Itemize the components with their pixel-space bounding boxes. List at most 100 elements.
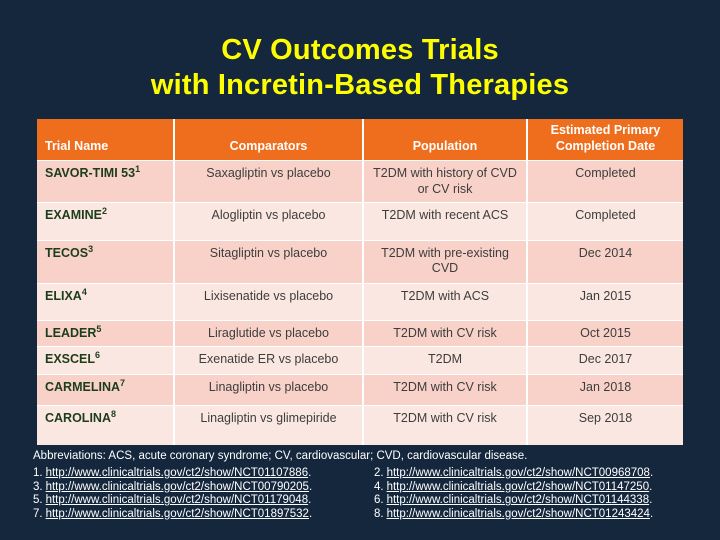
population-cell: T2DM with history of CVD or CV risk [362, 160, 528, 203]
trial-name: SAVOR-TIMI 53 [45, 166, 136, 181]
comparator-cell: Alogliptin vs placebo [173, 201, 364, 241]
abbreviations-note: Abbreviations: ACS, acute coronary syndr… [33, 450, 528, 462]
col-header-completion-date: Estimated Primary Completion Date [526, 119, 683, 162]
reference-superscript: 6 [95, 349, 101, 360]
trial-name: LEADER [45, 325, 97, 340]
comparator-cell: Linagliptin vs placebo [173, 373, 364, 406]
reference-link[interactable]: http://www.clinicaltrials.gov/ct2/show/N… [45, 507, 309, 520]
reference-link[interactable]: http://www.clinicaltrials.gov/ct2/show/N… [386, 480, 650, 493]
population-cell: T2DM with pre-existing CVD [362, 239, 528, 284]
table-row: EXSCEL6 Exenatide ER vs placebo T2DM Dec… [37, 345, 683, 375]
reference-period: . [308, 494, 312, 507]
reference-item: 6. http://www.clinicaltrials.gov/ct2/show… [374, 494, 653, 506]
reference-item: 3. http://www.clinicaltrials.gov/ct2/show… [33, 481, 374, 493]
trial-name: ELIXA [45, 288, 82, 303]
reference-link[interactable]: http://www.clinicaltrials.gov/ct2/show/N… [45, 494, 309, 507]
reference-link[interactable]: http://www.clinicaltrials.gov/ct2/show/N… [45, 480, 309, 493]
reference-number: 3. [33, 480, 43, 493]
reference-period: . [649, 507, 654, 520]
completion-date-cell: Oct 2015 [526, 319, 683, 347]
reference-superscript: 4 [81, 286, 87, 297]
reference-number: 5. [33, 494, 43, 507]
title-line-1: CV Outcomes Trials [221, 34, 499, 66]
trial-name-cell: EXAMINE2 [37, 201, 175, 241]
comparator-cell: Saxagliptin vs placebo [173, 160, 364, 203]
reference-superscript: 8 [110, 408, 116, 419]
reference-period: . [649, 480, 653, 493]
col-header-population: Population [362, 119, 528, 162]
reference-superscript: 5 [96, 323, 102, 334]
table-row: SAVOR-TIMI 531 Saxagliptin vs placebo T2… [37, 160, 683, 203]
comparator-cell: Sitagliptin vs placebo [173, 239, 364, 284]
completion-date-cell: Dec 2017 [526, 345, 683, 375]
comparator-cell: Lixisenatide vs placebo [173, 282, 364, 321]
population-cell: T2DM with CV risk [362, 319, 528, 347]
table-row: CARMELINA7 Linagliptin vs placebo T2DM w… [37, 373, 683, 406]
reference-period: . [308, 467, 312, 479]
reference-item: 2. http://www.clinicaltrials.gov/ct2/show… [374, 467, 653, 479]
table-row: LEADER5 Liraglutide vs placebo T2DM with… [37, 319, 683, 347]
completion-date-cell: Jan 2018 [526, 373, 683, 406]
reference-item: 5. http://www.clinicaltrials.gov/ct2/show… [33, 494, 374, 506]
reference-number: 6. [374, 494, 384, 507]
trial-name-cell: EXSCEL6 [37, 345, 175, 375]
reference-list: 1. http://www.clinicaltrials.gov/ct2/show… [33, 467, 653, 521]
table-row: TECOS3 Sitagliptin vs placebo T2DM with … [37, 239, 683, 284]
comparator-cell: Linagliptin vs glimepiride [173, 404, 364, 445]
reference-period: . [649, 494, 653, 507]
population-cell: T2DM [362, 345, 528, 375]
reference-number: 4. [374, 480, 384, 493]
trial-name-cell: ELIXA4 [37, 282, 175, 321]
reference-item: 7. http://www.clinicaltrials.gov/ct2/show… [33, 508, 374, 520]
trial-name-cell: TECOS3 [37, 239, 175, 284]
reference-superscript: 1 [135, 164, 141, 175]
completion-date-cell: Jan 2015 [526, 282, 683, 321]
completion-date-cell: Sep 2018 [526, 404, 683, 445]
completion-date-cell: Dec 2014 [526, 239, 683, 284]
population-cell: T2DM with recent ACS [362, 201, 528, 241]
reference-number: 7. [33, 507, 43, 520]
trial-name: EXAMINE [45, 207, 102, 222]
reference-link[interactable]: http://www.clinicaltrials.gov/ct2/show/N… [386, 494, 650, 507]
title-line-2: with Incretin-Based Therapies [150, 68, 570, 101]
trial-name-cell: CAROLINA8 [37, 404, 175, 445]
comparator-cell: Exenatide ER vs placebo [173, 345, 364, 375]
trial-name: TECOS [45, 245, 89, 260]
trial-name: EXSCEL [45, 351, 96, 366]
population-cell: T2DM with CV risk [362, 404, 528, 445]
table-header-row: Trial Name Comparators Population Estima… [37, 119, 683, 162]
reference-number: 8. [374, 507, 384, 520]
reference-link[interactable]: http://www.clinicaltrials.gov/ct2/show/N… [386, 507, 650, 520]
completion-date-cell: Completed [526, 201, 683, 241]
reference-period: . [649, 467, 654, 479]
reference-superscript: 7 [120, 377, 126, 388]
reference-item: 8. http://www.clinicaltrials.gov/ct2/show… [374, 508, 653, 520]
cv-trials-table: Trial Name Comparators Population Estima… [37, 119, 683, 445]
reference-superscript: 3 [88, 243, 94, 254]
trial-name-cell: CARMELINA7 [37, 373, 175, 406]
completion-date-cell: Completed [526, 160, 683, 203]
reference-number: 2. [374, 467, 384, 479]
table-row: ELIXA4 Lixisenatide vs placebo T2DM with… [37, 282, 683, 321]
reference-superscript: 2 [101, 205, 107, 216]
population-cell: T2DM with ACS [362, 282, 528, 321]
trial-name: CAROLINA [45, 410, 111, 425]
reference-period: . [308, 507, 313, 520]
reference-item: 1. http://www.clinicaltrials.gov/ct2/show… [33, 467, 374, 479]
col-header-comparators: Comparators [173, 119, 364, 162]
reference-period: . [308, 480, 313, 493]
col-header-trial-name: Trial Name [37, 119, 175, 162]
trial-name-cell: SAVOR-TIMI 531 [37, 160, 175, 203]
table-row: CAROLINA8 Linagliptin vs glimepiride T2D… [37, 404, 683, 445]
page-title: CV Outcomes Trials with Incretin-Based T… [0, 33, 720, 103]
comparator-cell: Liraglutide vs placebo [173, 319, 364, 347]
reference-number: 1. [33, 467, 43, 479]
reference-link[interactable]: http://www.clinicaltrials.gov/ct2/show/N… [386, 467, 650, 479]
trial-name-cell: LEADER5 [37, 319, 175, 347]
trial-name: CARMELINA [45, 379, 120, 394]
population-cell: T2DM with CV risk [362, 373, 528, 406]
table-row: EXAMINE2 Alogliptin vs placebo T2DM with… [37, 201, 683, 241]
reference-item: 4. http://www.clinicaltrials.gov/ct2/show… [374, 481, 653, 493]
reference-link[interactable]: http://www.clinicaltrials.gov/ct2/show/N… [45, 467, 309, 479]
